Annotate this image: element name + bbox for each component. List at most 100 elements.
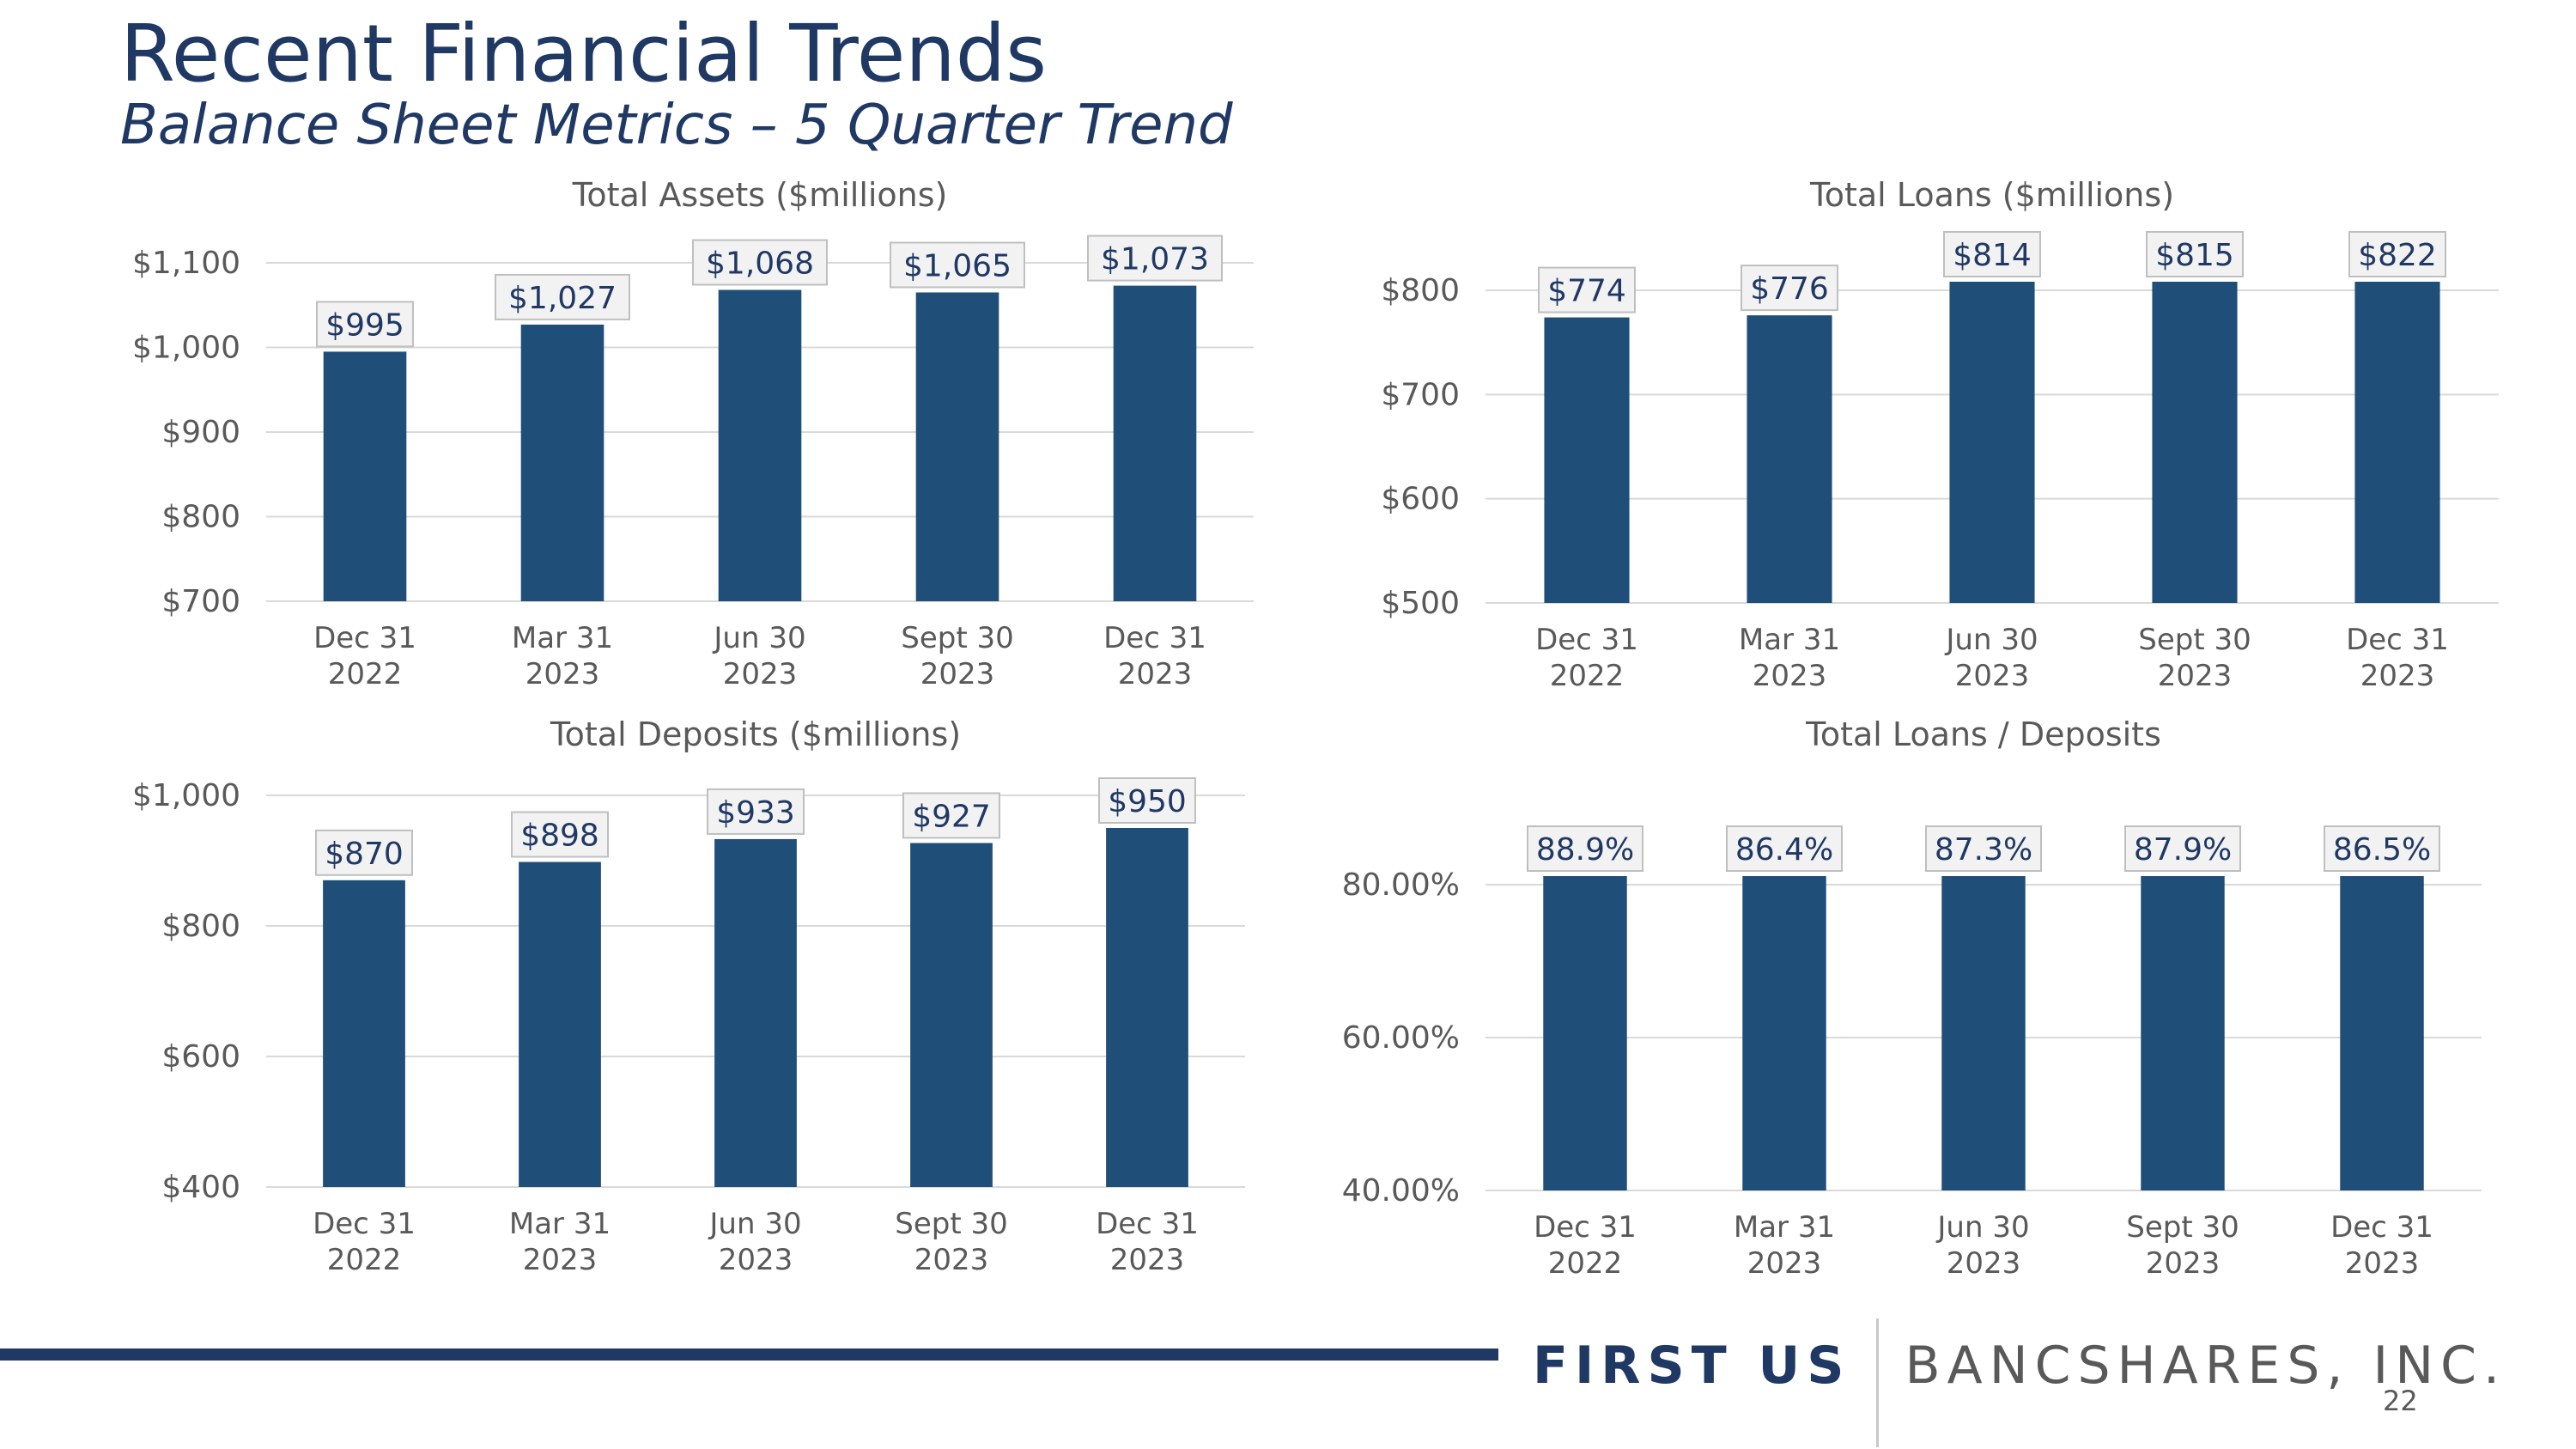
- x-tick-label: Dec 31: [313, 621, 416, 655]
- chart-title: Total Loans / Deposits: [1805, 715, 2161, 753]
- data-label-box: [495, 273, 630, 320]
- loans-to-deposits-chart: Total Loans / Deposits 40.00% 60.00% 80.00%…: [1322, 713, 2507, 1281]
- company-logo: FIRST US BANCSHARES, INC.: [1533, 1318, 2506, 1447]
- total-loans-chart: Total Loans ($millions) $500 $600 $700 $800 $…: [1322, 172, 2507, 693]
- x-tick-label: Jun 30: [1944, 623, 2038, 657]
- bar: [1949, 282, 2035, 603]
- data-label: $1,068: [706, 247, 814, 282]
- x-tick-label-year: 2023: [2146, 1246, 2221, 1281]
- x-tick-label: Sept 30: [2126, 1210, 2239, 1245]
- data-label-box: [890, 241, 1025, 289]
- data-label: $898: [520, 819, 599, 854]
- data-label: 87.9%: [2134, 832, 2232, 868]
- bar: [1106, 828, 1188, 1187]
- x-tick-label: Mar 31: [509, 1207, 611, 1241]
- x-tick-label-year: 2023: [2158, 659, 2233, 693]
- bar: [323, 351, 407, 601]
- data-label: $1,065: [903, 248, 1012, 283]
- bar: [1742, 876, 1826, 1190]
- data-label-box: [1087, 234, 1223, 282]
- data-label-box: [511, 811, 609, 858]
- data-label-box: [707, 788, 805, 835]
- data-label: $870: [325, 837, 404, 872]
- data-label: 87.3%: [1935, 832, 2032, 868]
- y-tick-label: $1,100: [132, 246, 240, 281]
- page-title: Recent Financial Trends: [120, 8, 1048, 100]
- x-tick-label: Sept 30: [901, 621, 1013, 655]
- x-tick-label-year: 2022: [1550, 659, 1625, 693]
- y-tick-label: $700: [1381, 377, 1460, 412]
- y-tick-label: $600: [1381, 482, 1460, 517]
- x-tick-label-year: 2023: [2345, 1246, 2420, 1281]
- chart-svg: Total Loans ($millions) $500 $600 $700 $800 $…: [1381, 176, 2499, 693]
- bar: [1544, 317, 1630, 603]
- x-tick-label: Dec 31: [313, 1207, 416, 1241]
- data-label: 88.9%: [1536, 832, 1634, 868]
- y-tick-label: $800: [161, 500, 240, 535]
- bar: [2340, 876, 2424, 1190]
- x-tick-label: Mar 31: [1739, 623, 1840, 657]
- data-label-box: [315, 829, 413, 876]
- x-tick-label-year: 2023: [1955, 659, 2030, 693]
- data-label: $774: [1547, 274, 1626, 309]
- data-label: 86.4%: [1735, 832, 1833, 868]
- bar: [520, 324, 605, 601]
- data-label-box: [2146, 231, 2244, 277]
- x-tick-label-year: 2022: [1548, 1246, 1623, 1281]
- chart-svg: Total Deposits ($millions) $400 $600 $800 $1…: [132, 715, 1245, 1277]
- y-tick-label: $500: [1381, 586, 1460, 621]
- chart-title: Total Assets ($millions): [572, 176, 948, 214]
- x-tick-label: Mar 31: [1734, 1210, 1835, 1245]
- data-label: $950: [1108, 784, 1187, 819]
- x-tick-label-year: 2023: [2360, 659, 2435, 693]
- page-subtitle: Balance Sheet Metrics – 5 Quarter Trend: [120, 94, 1233, 157]
- x-tick-label-year: 2023: [920, 657, 995, 691]
- bar: [718, 289, 802, 601]
- data-label-box: [1527, 825, 1643, 872]
- x-tick-label: Dec 31: [2346, 623, 2449, 657]
- chart-svg: Total Loans / Deposits 40.00% 60.00% 80.00%…: [1342, 715, 2482, 1281]
- bar: [1941, 876, 2026, 1190]
- chart-svg: Total Assets ($millions) $700 $800 $900 $1,0…: [132, 176, 1254, 691]
- bar: [2354, 282, 2440, 603]
- y-tick-label: 60.00%: [1342, 1020, 1460, 1056]
- total-assets-chart: Total Assets ($millions) $700 $800 $900 $1,0…: [112, 172, 1262, 691]
- x-tick-label: Dec 31: [1103, 621, 1206, 655]
- data-label: $1,027: [508, 281, 617, 316]
- x-tick-label-year: 2023: [719, 1243, 793, 1277]
- bar: [2141, 876, 2225, 1190]
- data-label-box: [2324, 825, 2440, 872]
- bar: [2152, 282, 2238, 603]
- x-tick-label: Mar 31: [512, 621, 613, 655]
- y-tick-label: $400: [161, 1170, 240, 1205]
- page-number: 22: [2383, 1385, 2418, 1417]
- x-tick-label: Dec 31: [1534, 1210, 1637, 1245]
- bar: [910, 843, 993, 1187]
- y-tick-label: $800: [1381, 273, 1460, 308]
- x-tick-label-year: 2023: [1118, 657, 1193, 691]
- x-tick-label: Jun 30: [708, 1207, 801, 1241]
- x-tick-label-year: 2022: [327, 1243, 402, 1277]
- x-tick-label-year: 2023: [523, 1243, 598, 1277]
- y-tick-label: 80.00%: [1342, 868, 1460, 903]
- data-label-box: [2124, 825, 2241, 872]
- y-tick-label: $800: [161, 909, 240, 944]
- x-tick-label-year: 2023: [1110, 1243, 1185, 1277]
- data-label-box: [1925, 825, 2042, 872]
- data-label-box: [1943, 231, 2041, 277]
- bar: [915, 292, 999, 601]
- data-label: $927: [912, 799, 991, 834]
- logo-divider: [1876, 1318, 1880, 1447]
- data-label: $822: [2358, 238, 2437, 273]
- x-tick-label-year: 2022: [328, 657, 403, 691]
- x-tick-label-year: 2023: [723, 657, 798, 691]
- data-label-box: [316, 301, 414, 348]
- data-label-box: [692, 239, 828, 286]
- data-label: $776: [1750, 271, 1829, 307]
- y-tick-label: $600: [161, 1039, 240, 1075]
- data-label-box: [1726, 825, 1843, 872]
- chart-title: Total Deposits ($millions): [550, 715, 961, 753]
- x-tick-label: Dec 31: [1535, 623, 1638, 657]
- bar: [519, 861, 601, 1187]
- bar: [1543, 876, 1627, 1190]
